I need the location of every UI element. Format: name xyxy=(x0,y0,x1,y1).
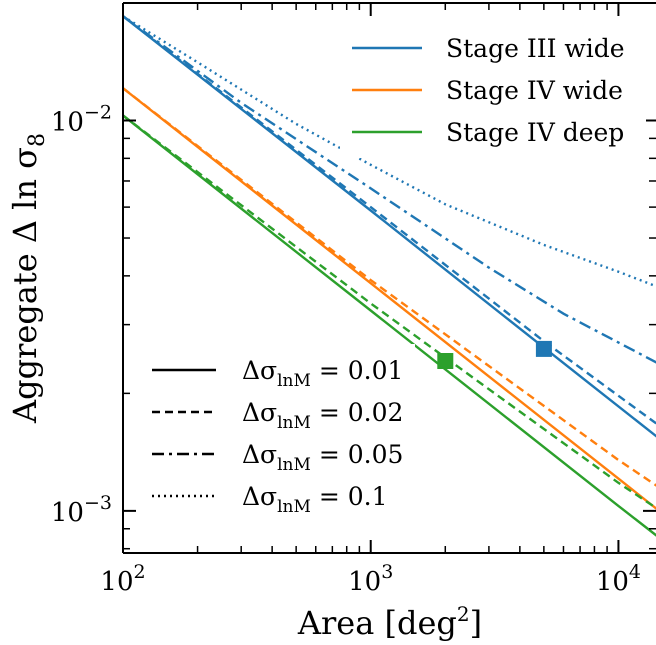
legend-survey-label: Stage III wide xyxy=(446,34,625,63)
legend-scatter-label: ΔσlnM = 0.02 xyxy=(242,398,403,433)
legend-surveys-background xyxy=(340,28,646,158)
series-stage3-wide-dashed xyxy=(122,15,656,425)
axes-layer xyxy=(122,2,656,554)
y-tick-label: 10−3 xyxy=(51,492,112,528)
legend-scatter-background xyxy=(140,344,415,524)
tick-layer xyxy=(122,2,656,553)
legend-survey-label: Stage IV wide xyxy=(446,76,623,105)
x-tick-label: 102 xyxy=(100,561,145,597)
series-stage3-wide-dotted xyxy=(122,15,656,288)
legend-scatter: ΔσlnM = 0.01 ΔσlnM = 0.02 ΔσlnM = 0.05 Δσln… xyxy=(140,344,415,524)
series-layer xyxy=(122,15,656,537)
legend-scatter-label: ΔσlnM = 0.05 xyxy=(242,440,403,475)
marker-stage4-deep xyxy=(437,353,454,369)
legend-surveys: Stage III wide Stage IV wide Stage IV deep xyxy=(340,28,646,158)
x-tick-label: 103 xyxy=(348,561,393,597)
legend-survey-label: Stage IV deep xyxy=(446,118,624,147)
series-stage4-deep-dashed xyxy=(122,114,656,510)
legend-scatter-label: ΔσlnM = 0.1 xyxy=(242,482,388,517)
series-stage4-wide-dashed xyxy=(122,87,656,487)
marker-stage3-wide xyxy=(535,340,552,357)
marker-layer xyxy=(437,340,552,369)
tick-label-layer: 102 103 104 10−3 10−2 xyxy=(51,102,641,597)
x-tick-label: 104 xyxy=(596,561,641,597)
legend-scatter-label: ΔσlnM = 0.01 xyxy=(242,356,403,391)
y-axis-label: Aggregate Δ ln σ8 xyxy=(6,133,50,424)
x-axis-label: Area [deg2] xyxy=(297,602,482,642)
series-stage4-deep-solid xyxy=(122,114,656,537)
y-tick-label: 10−2 xyxy=(51,102,112,138)
series-stage3-wide-dashdot xyxy=(122,15,656,364)
